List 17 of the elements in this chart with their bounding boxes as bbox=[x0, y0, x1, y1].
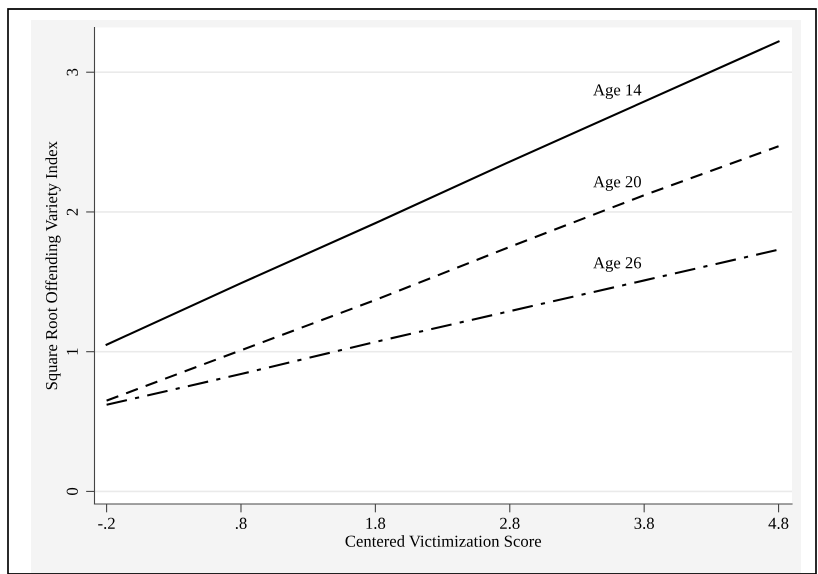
x-tick-label: .8 bbox=[236, 518, 247, 529]
line-series bbox=[106, 40, 780, 346]
x-tick-label: -.2 bbox=[98, 518, 115, 529]
x-tick-label: 3.8 bbox=[634, 518, 654, 529]
y-tick-label: 3 bbox=[66, 68, 78, 76]
x-tick-label: 2.8 bbox=[500, 518, 520, 529]
y-tick-label: 0 bbox=[66, 488, 78, 495]
y-tick-label: 2 bbox=[66, 208, 78, 216]
y-axis-title: Square Root Offending Variety Index bbox=[45, 141, 61, 390]
x-tick-label: 1.8 bbox=[366, 518, 386, 529]
x-axis-title: Centered Victimization Score bbox=[346, 535, 542, 547]
line-series bbox=[106, 145, 780, 402]
series-label: Age 14 bbox=[593, 84, 642, 99]
x-tick-label: 4.8 bbox=[768, 518, 788, 529]
series-label: Age 20 bbox=[593, 176, 641, 191]
series-label: Age 26 bbox=[593, 257, 642, 272]
y-tick-label: 1 bbox=[66, 348, 78, 354]
